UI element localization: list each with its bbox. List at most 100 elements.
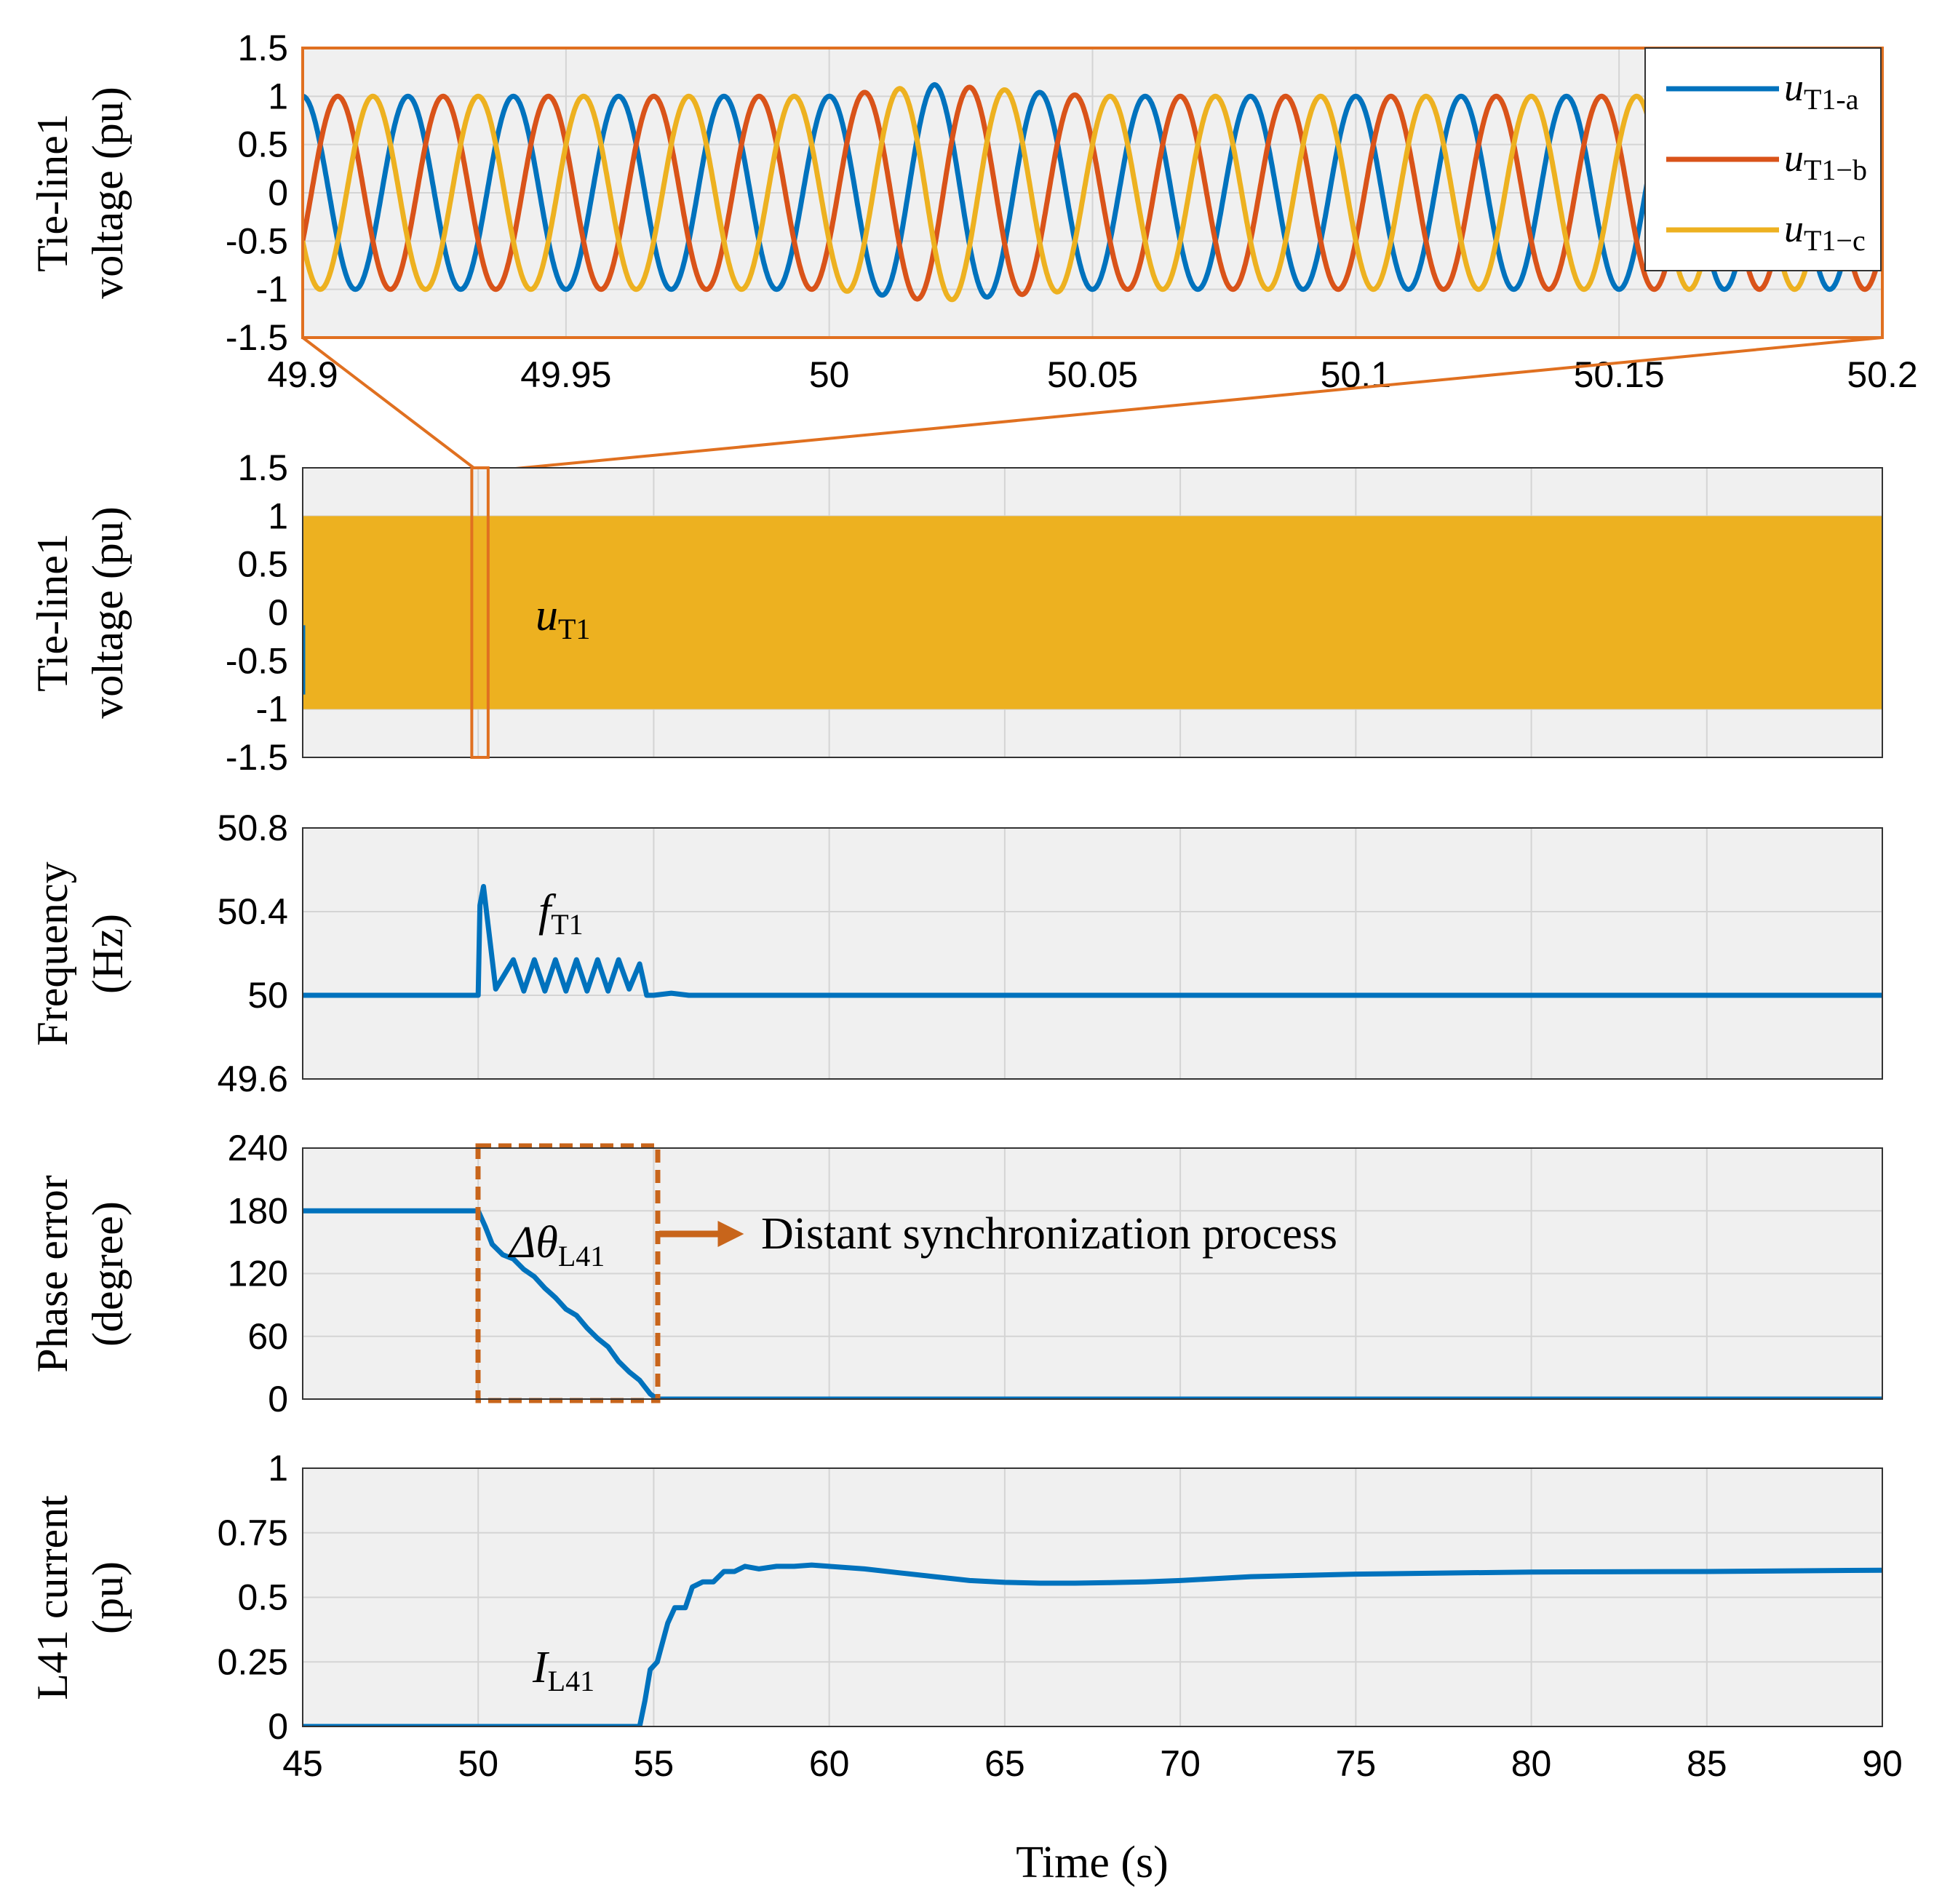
axes-frame-voltage	[302, 467, 1883, 758]
panel-phase: Distant synchronization process 240 180 12…	[28, 1128, 1883, 1419]
zoom-connector	[301, 336, 1883, 473]
ytick-frequency-3: 49.6	[218, 1059, 288, 1099]
synchronization-label: Distant synchronization process	[761, 1209, 1337, 1259]
series-line-frequency	[303, 884, 1882, 998]
voltage-envelope	[303, 516, 1882, 709]
ytick-current-1: 0.75	[218, 1513, 288, 1553]
zoom-connector-left	[301, 336, 475, 469]
ytick-current-4: 0	[268, 1706, 288, 1747]
axes-frame-zoom	[301, 47, 1884, 339]
ytick-zoom-3: 0	[268, 172, 288, 213]
xtick-current-5: 70	[1160, 1743, 1201, 1784]
ylabel-voltage-line1: Tie-line1	[28, 533, 76, 692]
ylabel-phase-line2: (degree)	[84, 1201, 132, 1347]
xtick-current-2: 55	[634, 1743, 674, 1784]
ytick-phase-0: 240	[228, 1128, 288, 1168]
series-line-phase-c	[303, 86, 1882, 303]
yticks-voltage: 1.5 1 0.5 0 -0.5 -1 -1.5	[226, 447, 288, 778]
xticks-current: 45 50 55 60 65 70 75 80 85 90	[282, 1743, 1903, 1784]
xtick-current-4: 65	[984, 1743, 1025, 1784]
xtick-current-9: 90	[1862, 1743, 1903, 1784]
legend-label-b: uT1−b	[1784, 136, 1867, 186]
ytick-frequency-2: 50	[247, 975, 288, 1016]
legend-entry-c: uT1−c	[1666, 207, 1866, 257]
plot-area-frequency	[303, 828, 1882, 1079]
panel-voltage: 1.5 1 0.5 0 -0.5 -1 -1.5 uT1 Tie-line1 voltage…	[28, 447, 1883, 778]
ylabel-current-line2: (pu)	[84, 1561, 132, 1634]
yticks-current: 1 0.75 0.5 0.25 0	[218, 1448, 288, 1747]
ytick-current-0: 1	[268, 1448, 288, 1489]
annotation-dtheta: ΔθL41	[507, 1218, 605, 1272]
xtick-zoom-3: 50.05	[1047, 354, 1138, 395]
ytick-zoom-2: 0.5	[237, 124, 288, 165]
ytick-voltage-3: 0	[268, 592, 288, 633]
ylabel-voltage-line2: voltage (pu)	[84, 506, 132, 719]
axes-frame-phase	[302, 1147, 1883, 1400]
ylabel-current-line1: L41 current	[28, 1495, 76, 1700]
xtick-current-7: 80	[1511, 1743, 1552, 1784]
series-frequency	[303, 884, 1882, 998]
yticks-phase: 240 180 120 60 0	[228, 1128, 288, 1419]
yticks-zoom: 1.5 1 0.5 0 -0.5 -1 -1.5	[226, 28, 288, 358]
axes-frame-frequency	[302, 827, 1883, 1080]
ytick-voltage-1: 1	[268, 495, 288, 536]
ytick-phase-4: 0	[268, 1379, 288, 1419]
ytick-voltage-6: -1.5	[226, 737, 288, 778]
ylabel-frequency-line1: Frequency	[28, 861, 76, 1045]
legend: uT1-a uT1−b uT1−c	[1644, 47, 1882, 271]
legend-label-a: uT1-a	[1784, 65, 1859, 116]
xtick-zoom-2: 50	[809, 354, 850, 395]
xlabel-time: Time (s)	[1016, 1838, 1169, 1887]
series-current	[303, 1562, 1882, 1726]
ytick-voltage-5: -1	[256, 689, 288, 730]
ytick-zoom-0: 1.5	[237, 28, 288, 68]
xtick-zoom-6: 50.2	[1847, 354, 1917, 395]
series-line-phase	[303, 1208, 1882, 1399]
panel-zoom: 1.510.50-0.5-1-1.5 49.9 49.95 50 50.05 50.1 5…	[28, 28, 1918, 395]
series-phase	[303, 1208, 1882, 1399]
legend-label-c: uT1−c	[1784, 207, 1866, 257]
panel-current: 10.750.50.250 45 50 55 60 65 70 75 80 85 90 IL41 …	[28, 1448, 1903, 1887]
legend-entry-b: uT1−b	[1666, 136, 1867, 186]
ytick-zoom-1: 1	[268, 76, 288, 116]
ytick-zoom-4: -0.5	[226, 220, 288, 261]
zoom-window-marker	[470, 466, 490, 759]
series-line-current	[303, 1562, 1882, 1726]
ytick-phase-3: 60	[247, 1316, 288, 1357]
series-line-phase-a	[303, 81, 1882, 300]
legend-entry-a: uT1-a	[1666, 65, 1859, 116]
xtick-zoom-1: 49.95	[520, 354, 611, 395]
ytick-zoom-6: -1.5	[226, 317, 288, 358]
ytick-phase-2: 120	[228, 1254, 288, 1294]
ytick-voltage-0: 1.5	[237, 447, 288, 488]
xtick-current-6: 75	[1336, 1743, 1377, 1784]
ylabel-phase-line1: Phase error	[28, 1175, 76, 1373]
ytick-zoom-5: -1	[256, 269, 288, 310]
xticks-zoom: 49.9 49.95 50 50.05 50.1 50.15 50.2	[267, 354, 1917, 395]
xtick-current-8: 85	[1687, 1743, 1727, 1784]
ytick-current-3: 0.25	[218, 1641, 288, 1682]
ytick-current-2: 0.5	[237, 1577, 288, 1618]
ylabel-zoom-line2: voltage (pu)	[84, 87, 132, 299]
synchronization-box	[475, 1143, 661, 1403]
xtick-zoom-0: 49.9	[267, 354, 338, 395]
annotation-IL41: IL41	[532, 1643, 594, 1697]
xtick-current-3: 60	[809, 1743, 850, 1784]
series-zoom	[303, 81, 1882, 303]
ylabel-frequency-line2: (Hz)	[84, 914, 132, 994]
annotation-uT1: uT1	[536, 591, 590, 645]
ytick-frequency-1: 50.4	[218, 891, 288, 932]
ytick-phase-1: 180	[228, 1190, 288, 1231]
axes-frame-current	[302, 1467, 1883, 1727]
zoom-connector-right	[485, 336, 1883, 473]
yticks-frequency: 50.8 50.4 50 49.6	[218, 808, 288, 1099]
xtick-current-1: 50	[458, 1743, 498, 1784]
ytick-frequency-0: 50.8	[218, 808, 288, 848]
xtick-current-0: 45	[282, 1743, 323, 1784]
ytick-voltage-4: -0.5	[226, 640, 288, 681]
ytick-voltage-2: 0.5	[237, 544, 288, 585]
ylabel-zoom-line1: Tie-line1	[28, 113, 76, 272]
series-voltage	[303, 516, 1882, 709]
